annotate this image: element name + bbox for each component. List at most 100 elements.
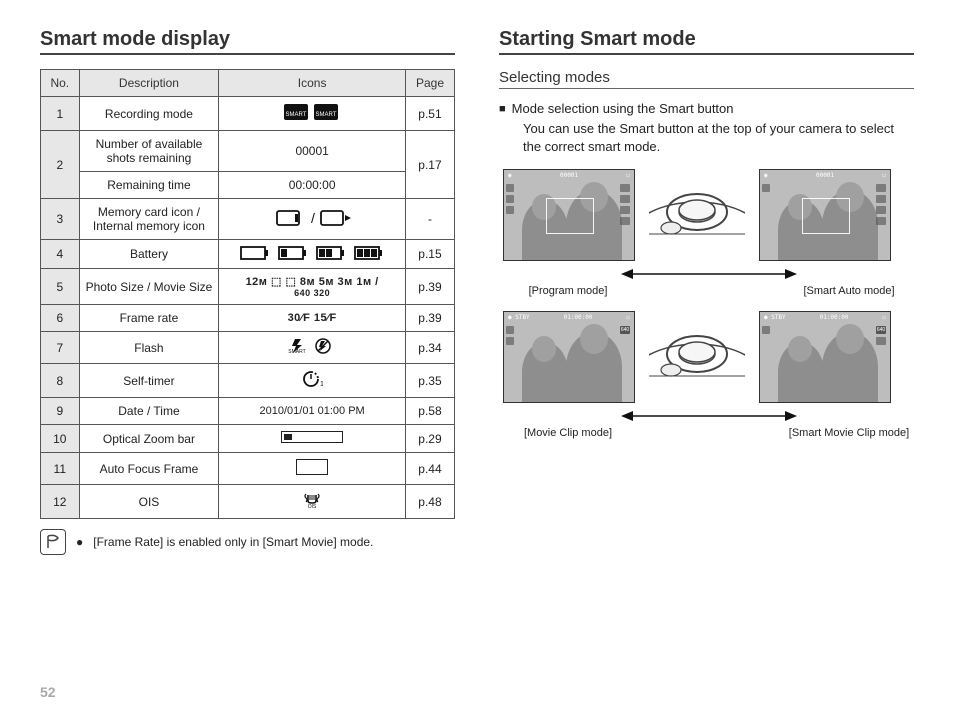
double-arrow-icon (619, 409, 799, 423)
cell-no: 9 (41, 398, 80, 425)
smart-auto-mode-thumb: ◉00001▭ (759, 169, 891, 261)
cell-desc: Photo Size / Movie Size (79, 269, 219, 305)
svg-text:SMART: SMART (288, 349, 305, 354)
bullet-text: Mode selection using the Smart button (512, 101, 734, 116)
cell-icon: SMART SMART (219, 97, 406, 131)
cell-no: 2 (41, 131, 80, 199)
recording-mode-icon: SMART SMART (282, 110, 342, 124)
label-row: [Program mode] [Smart Auto mode] (503, 281, 914, 311)
cell-page: p.35 (405, 364, 454, 398)
battery-icon (237, 246, 387, 260)
memory-card-icon: / (267, 216, 357, 230)
double-arrow-icon (619, 267, 799, 281)
cell-no: 1 (41, 97, 80, 131)
zoom-bar-icon (281, 431, 343, 443)
movie-clip-mode-label: [Movie Clip mode] (503, 427, 633, 439)
table-header-row: No. Description Icons Page (41, 70, 455, 97)
table-row: 8 Self-timer 10 p.35 (41, 364, 455, 398)
table-row: Remaining time 00:00:00 (41, 172, 455, 199)
table-row: 5 Photo Size / Movie Size 12м ⬚ ⬚ 8м 5м … (41, 269, 455, 305)
cell-desc: Self-timer (79, 364, 219, 398)
svg-text:SMART: SMART (286, 112, 307, 118)
right-title: Starting Smart mode (499, 28, 914, 55)
table-row: 7 Flash SMART p.34 (41, 332, 455, 364)
smart-movie-clip-mode-label: [Smart Movie Clip mode] (784, 427, 914, 439)
cell-desc: Remaining time (79, 172, 219, 199)
cell-icon: 12м ⬚ ⬚ 8м 5м 3м 1м / 640 320 (219, 269, 406, 305)
cell-desc: Frame rate (79, 305, 219, 332)
cell-no: 5 (41, 269, 80, 305)
table-row: 9 Date / Time 2010/01/01 01:00 PM p.58 (41, 398, 455, 425)
cell-no: 6 (41, 305, 80, 332)
cell-no: 3 (41, 199, 80, 240)
af-frame-icon (296, 459, 328, 475)
note-text: [Frame Rate] is enabled only in [Smart M… (93, 535, 373, 549)
movie-clip-mode-thumb: ● STBY01:00:00▭ 640 (503, 311, 635, 403)
cell-page: p.39 (405, 305, 454, 332)
cell-desc: Optical Zoom bar (79, 425, 219, 453)
cell-icon (219, 425, 406, 453)
table-row: 3 Memory card icon / Internal memory ico… (41, 199, 455, 240)
ois-icon: OIS (300, 498, 324, 512)
mode-grid: ◉00001▭ (503, 169, 914, 453)
header-no: No. (41, 70, 80, 97)
cell-page: p.48 (405, 485, 454, 519)
cell-desc: Recording mode (79, 97, 219, 131)
arrow-row (503, 267, 914, 281)
right-subtitle: Selecting modes (499, 69, 914, 89)
left-title: Smart mode display (40, 28, 455, 55)
cell-page: p.44 (405, 453, 454, 485)
photo-size-icon: 12м ⬚ ⬚ 8м 5м 3м 1м / (223, 275, 401, 288)
cell-desc: Auto Focus Frame (79, 453, 219, 485)
cell-no: 11 (41, 453, 80, 485)
frame-rate-icon: 30⁄F 15⁄F (219, 305, 406, 332)
mode-row: ● STBY01:00:00▭ 640 (503, 311, 914, 403)
svg-text:SMART: SMART (316, 112, 337, 118)
cell-desc: Battery (79, 240, 219, 269)
smart-movie-clip-mode-thumb: ● STBY01:00:00▭ 640 (759, 311, 891, 403)
bullet-line: ■Mode selection using the Smart button (499, 101, 914, 116)
cell-icon: 10 (219, 364, 406, 398)
arrow-row (503, 409, 914, 423)
smart-mode-table: No. Description Icons Page 1 Recording m… (40, 69, 455, 519)
smart-auto-mode-label: [Smart Auto mode] (784, 285, 914, 297)
table-row: 2 Number of available shots remaining 00… (41, 131, 455, 172)
cell-no: 10 (41, 425, 80, 453)
cell-page: p.51 (405, 97, 454, 131)
cell-icon (219, 453, 406, 485)
table-row: 10 Optical Zoom bar p.29 (41, 425, 455, 453)
cell-page: - (405, 199, 454, 240)
page-number: 52 (40, 684, 56, 700)
left-column: Smart mode display No. Description Icons… (40, 28, 455, 555)
cell-page: p.29 (405, 425, 454, 453)
cell-desc: Flash (79, 332, 219, 364)
header-desc: Description (79, 70, 219, 97)
svg-text:OIS: OIS (308, 504, 317, 509)
cell-desc: Number of available shots remaining (79, 131, 219, 172)
header-icons: Icons (219, 70, 406, 97)
cell-icon: 00:00:00 (219, 172, 406, 199)
note-row: ● [Frame Rate] is enabled only in [Smart… (40, 529, 455, 555)
cell-desc: OIS (79, 485, 219, 519)
mode-row: ◉00001▭ (503, 169, 914, 261)
right-column: Starting Smart mode Selecting modes ■Mod… (499, 28, 914, 555)
svg-text:10: 10 (320, 381, 323, 388)
cell-no: 7 (41, 332, 80, 364)
cell-desc: Date / Time (79, 398, 219, 425)
header-page: Page (405, 70, 454, 97)
note-bullet: ● (76, 535, 83, 549)
table-row: 12 OIS OIS p.4 (41, 485, 455, 519)
cell-page: p.15 (405, 240, 454, 269)
svg-text:/: / (311, 210, 315, 226)
smart-button-diagram (649, 324, 745, 390)
cell-no: 8 (41, 364, 80, 398)
cell-icon: SMART (219, 332, 406, 364)
label-row: [Movie Clip mode] [Smart Movie Clip mode… (503, 423, 914, 453)
table-row: 4 Battery p.15 (41, 240, 455, 269)
table-row: 1 Recording mode SMART SMART p.51 (41, 97, 455, 131)
movie-size-icon: 640 320 (223, 288, 401, 298)
body-text: You can use the Smart button at the top … (523, 120, 914, 155)
date-time-value: 2010/01/01 01:00 PM (219, 398, 406, 425)
smart-button-diagram (649, 182, 745, 248)
table-row: 11 Auto Focus Frame p.44 (41, 453, 455, 485)
